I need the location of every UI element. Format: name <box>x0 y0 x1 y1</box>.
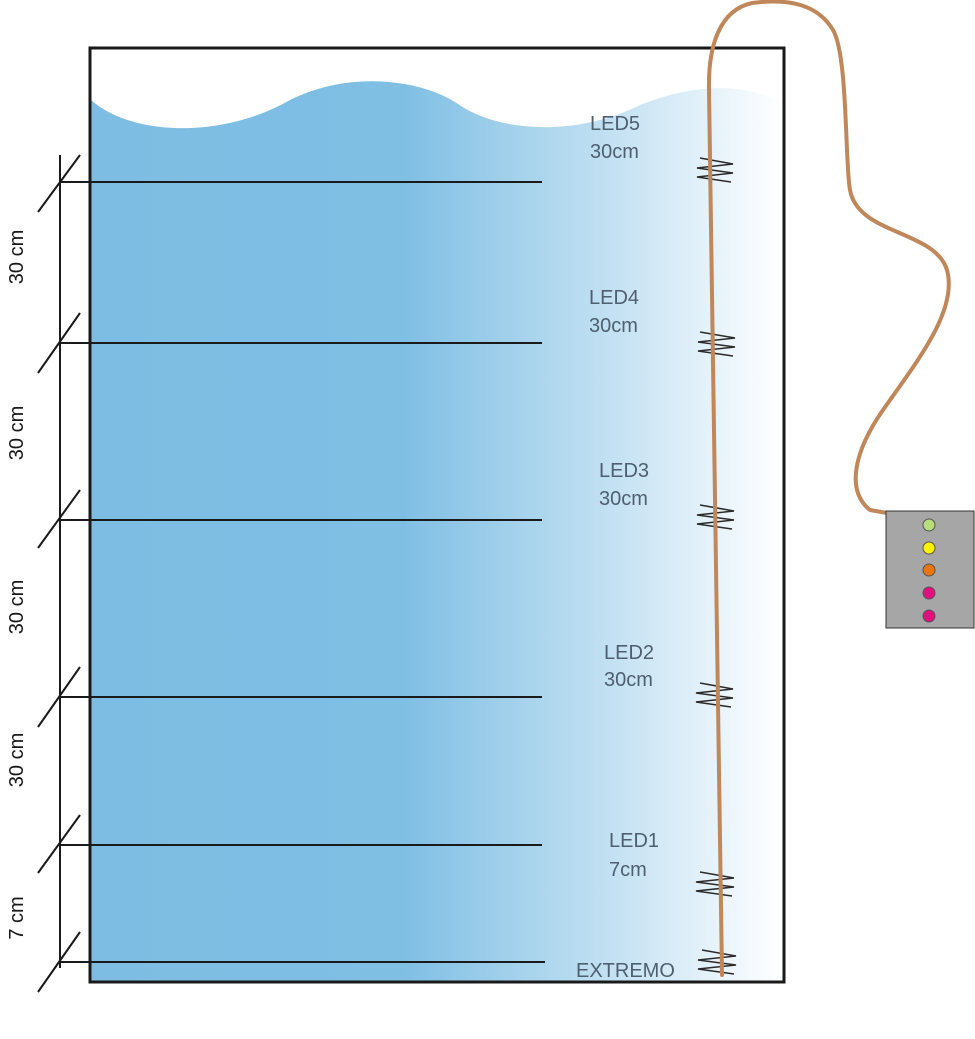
water-body <box>91 81 785 982</box>
led5-distance: 30cm <box>590 141 639 163</box>
dimension-label-2: 30 cm <box>6 406 28 460</box>
indicator-led-3 <box>922 563 936 577</box>
dimension-label-1: 30 cm <box>6 230 28 284</box>
dimension-line <box>37 154 81 993</box>
dimension-label-4: 30 cm <box>6 733 28 787</box>
sensor-coil-led4 <box>697 331 736 357</box>
dimension-tick <box>37 154 81 213</box>
led3-distance: 30cm <box>599 488 648 510</box>
indicator-led-2 <box>922 541 936 555</box>
indicator-led-4 <box>922 586 936 600</box>
sensor-coil-led5 <box>696 157 734 183</box>
led1-name: LED1 <box>609 830 659 852</box>
sensor-coil-led2 <box>695 682 734 708</box>
sensor-coil-extremo <box>697 949 737 975</box>
dimension-label-3: 30 cm <box>6 580 28 634</box>
led4-distance: 30cm <box>589 315 638 337</box>
dimension-tick <box>37 814 81 874</box>
dimension-tick <box>37 489 81 549</box>
led3-name: LED3 <box>599 460 649 482</box>
indicator-leds <box>922 518 936 623</box>
indicator-led-1 <box>922 518 936 532</box>
led5-name: LED5 <box>590 113 640 135</box>
led2-distance: 30cm <box>604 669 653 691</box>
extremo-label: EXTREMO <box>576 960 675 982</box>
cable <box>706 0 951 977</box>
dimension-tick <box>37 312 81 374</box>
dimension-tick <box>37 931 81 993</box>
tank-outline <box>88 46 786 984</box>
sensor-coil-led1 <box>695 871 735 897</box>
dimension-tick <box>37 666 81 728</box>
led4-name: LED4 <box>589 287 639 309</box>
dimension-label-5: 7 cm <box>6 896 28 939</box>
sensor-coils <box>695 157 737 975</box>
level-lines <box>60 181 545 963</box>
indicator-led-5 <box>922 609 936 623</box>
led1-distance: 7cm <box>609 859 647 881</box>
led2-name: LED2 <box>604 642 654 664</box>
